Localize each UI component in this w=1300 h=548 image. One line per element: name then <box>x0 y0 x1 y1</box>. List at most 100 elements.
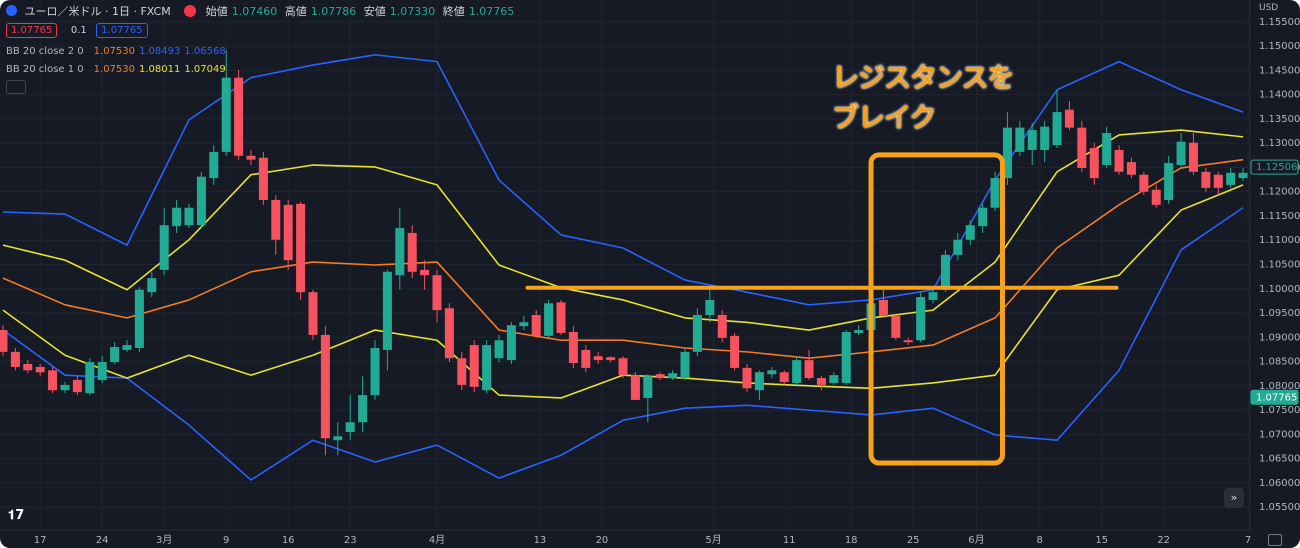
ohlc-value: 1.07765 <box>468 5 515 18</box>
indicator-row: BB 20 close 1 0 1.07530 1.08011 1.07049 <box>6 64 230 75</box>
candle-body <box>122 345 132 350</box>
candle-body <box>531 314 541 336</box>
candle-body <box>630 375 640 400</box>
x-tick-label: 6月 <box>968 534 984 546</box>
indicator-value: 1.07530 <box>93 46 136 57</box>
candle-body <box>1213 174 1223 188</box>
candle-body <box>643 376 653 398</box>
candle-body <box>159 225 169 270</box>
candle-body <box>358 395 368 423</box>
candle-body <box>891 315 901 338</box>
candle-body <box>779 372 789 382</box>
candle-body <box>804 360 814 379</box>
candle-body <box>1089 148 1099 179</box>
candle-body <box>333 436 343 441</box>
indicator-value: 1.08493 <box>139 46 181 57</box>
sell-button[interactable]: 1.07765 <box>6 23 58 38</box>
ohlc-label: 安値 <box>363 5 386 18</box>
ohlc-value: 1.07786 <box>310 5 357 18</box>
x-tick-label: 25 <box>907 535 920 546</box>
candle-body <box>717 314 727 338</box>
candle-body <box>85 362 95 394</box>
candle-body <box>320 334 330 439</box>
candle-body <box>1238 172 1248 179</box>
trade-row: 1.07765 0.1 1.07765 <box>6 23 152 38</box>
annotation: ブレイク <box>832 103 936 134</box>
band-line <box>2 158 1244 359</box>
annotation: レジスタンスを <box>832 63 1014 94</box>
candle-body <box>258 157 268 200</box>
candle-body <box>23 364 33 371</box>
candle-body <box>308 292 318 335</box>
band-line <box>2 207 1244 481</box>
candle-body <box>246 155 256 160</box>
x-tick-label: 15 <box>1095 535 1108 546</box>
indicator-value: 1.08011 <box>139 64 181 75</box>
candle-body <box>72 380 82 393</box>
candle-body <box>134 289 144 348</box>
y-tick-label: 1.11000 <box>1259 235 1300 246</box>
candle-body <box>97 362 107 381</box>
candle-body <box>10 351 20 367</box>
x-tick-label: 20 <box>596 535 609 546</box>
price-tag-label: 1.07765 <box>1256 392 1297 403</box>
candle-body <box>903 340 913 343</box>
candle-body <box>1040 126 1050 150</box>
candle-body <box>1114 149 1124 172</box>
candle-body <box>345 422 355 432</box>
y-tick-label: 1.08000 <box>1259 381 1300 392</box>
price-tag-label: 1.12506 <box>1256 162 1297 173</box>
settings-button[interactable] <box>1268 534 1282 546</box>
candle-body <box>48 370 58 391</box>
candle-body <box>432 275 442 311</box>
candle-body <box>953 239 963 255</box>
candle-body <box>395 228 405 276</box>
candle-body <box>581 349 591 368</box>
candle-body <box>1176 141 1186 166</box>
candle-body <box>469 345 479 387</box>
x-tick-label: 24 <box>96 535 109 546</box>
candle-body <box>407 232 417 272</box>
candle-body <box>916 297 926 341</box>
candle-body <box>60 384 70 391</box>
logo: 𝟏𝟳 <box>8 508 25 523</box>
candle-body <box>196 176 206 226</box>
alert-icon[interactable] <box>184 5 197 17</box>
candle-body <box>1027 130 1037 150</box>
candle-body <box>680 351 690 379</box>
candle-body <box>1201 171 1211 188</box>
indicator-value: 1.07530 <box>93 64 136 75</box>
y-tick-label: 1.15000 <box>1259 41 1300 52</box>
x-tick-label: 23 <box>344 535 357 546</box>
y-tick-label: 1.07000 <box>1259 429 1300 440</box>
y-tick-label: 1.13500 <box>1259 114 1300 125</box>
band-line <box>2 54 1244 306</box>
candle-body <box>234 77 244 156</box>
candle-body <box>556 302 566 333</box>
collapse-button[interactable] <box>6 80 26 94</box>
ohlc-value: 1.07460 <box>231 5 278 18</box>
candle-body <box>1126 162 1136 175</box>
candle-body <box>692 314 702 352</box>
candle-body <box>444 308 454 359</box>
scroll-button[interactable]: » <box>1224 488 1244 508</box>
indicator-value: 1.06568 <box>184 46 226 57</box>
candle-body <box>209 151 219 179</box>
candle-body <box>0 330 8 352</box>
candle-body <box>221 77 231 152</box>
symbol-row: ユーロ／米ドル · 1日 · FXCM 始値 1.07460 高値 1.07786 … <box>6 3 518 19</box>
y-tick-label: 1.14500 <box>1259 65 1300 76</box>
buy-button[interactable]: 1.07765 <box>96 23 148 38</box>
candle-body <box>184 207 194 226</box>
candle-body <box>606 357 616 361</box>
candle-body <box>1188 142 1198 172</box>
y-tick-label: 1.09000 <box>1259 332 1300 343</box>
y-tick-label: 1.05500 <box>1259 502 1300 513</box>
symbol-icon <box>6 5 17 16</box>
candle-body <box>544 303 554 336</box>
candle-body <box>1102 132 1112 166</box>
candle-body <box>1226 172 1236 185</box>
